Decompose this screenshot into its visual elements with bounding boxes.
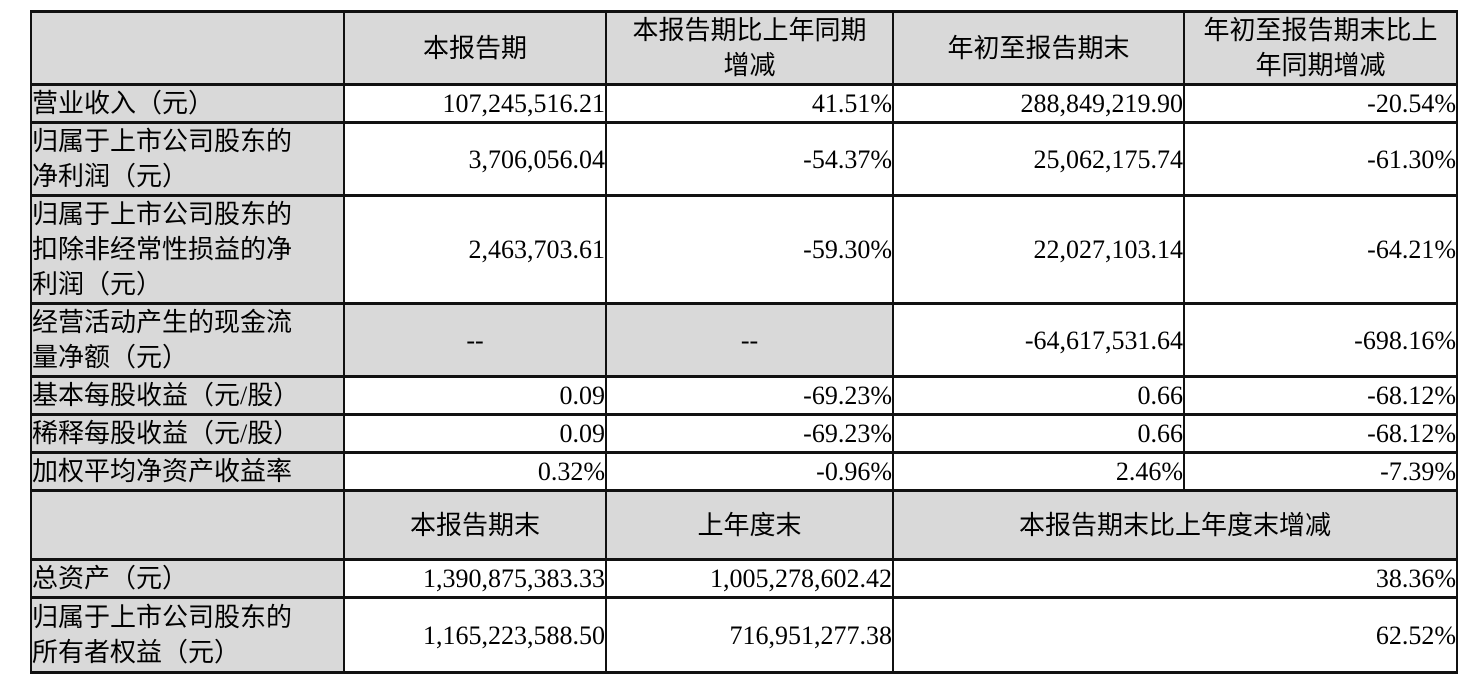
cell-ytd: 25,062,175.74 [892, 121, 1185, 197]
cell-ytd: 0.66 [892, 413, 1185, 454]
row-net-profit-excl-nonrecurring: 归属于上市公司股东的 扣除非经常性损益的净 利润（元） 2,463,703.61… [30, 194, 1458, 305]
cell-current: 3,706,056.04 [343, 121, 607, 197]
cell-yoy: -69.23% [605, 375, 894, 416]
header-cell-period-end: 本报告期末 [343, 489, 607, 561]
cell-yoy: -69.23% [605, 413, 894, 454]
header-cell-current-period: 本报告期 [343, 10, 607, 86]
row-label: 经营活动产生的现金流 量净额（元） [30, 302, 345, 378]
row-label: 稀释每股收益（元/股） [30, 413, 345, 454]
header-cell-blank [30, 489, 345, 561]
cell-ytd-yoy: -68.12% [1183, 375, 1458, 416]
header-cell-yoy-change: 本报告期比上年同期 增减 [605, 10, 894, 86]
cell-prior-year-end: 1,005,278,602.42 [605, 558, 894, 599]
row-operating-cash-flow: 经营活动产生的现金流 量净额（元） -- -- -64,617,531.64 -… [30, 302, 1458, 378]
cell-ytd-yoy: -61.30% [1183, 121, 1458, 197]
cell-current: 2,463,703.61 [343, 194, 607, 305]
cell-ytd: 22,027,103.14 [892, 194, 1185, 305]
header-cell-ytd-yoy-change: 年初至报告期末比上 年同期增减 [1183, 10, 1458, 86]
cell-yoy: -59.30% [605, 194, 894, 305]
cell-current: 0.09 [343, 375, 607, 416]
row-label: 归属于上市公司股东的 扣除非经常性损益的净 利润（元） [30, 194, 345, 305]
cell-change: 62.52% [892, 596, 1458, 674]
cell-ytd-yoy: -64.21% [1183, 194, 1458, 305]
cell-change: 38.36% [892, 558, 1458, 599]
header-row-period: 本报告期 本报告期比上年同期 增减 年初至报告期末 年初至报告期末比上 年同期增… [30, 10, 1458, 86]
row-diluted-eps: 稀释每股收益（元/股） 0.09 -69.23% 0.66 -68.12% [30, 413, 1458, 454]
cell-ytd-yoy: -68.12% [1183, 413, 1458, 454]
row-owners-equity: 归属于上市公司股东的 所有者权益（元） 1,165,223,588.50 716… [30, 596, 1458, 674]
cell-current: 0.09 [343, 413, 607, 454]
row-operating-revenue: 营业收入（元） 107,245,516.21 41.51% 288,849,21… [30, 83, 1458, 124]
header-cell-period-end-change: 本报告期末比上年度末增减 [892, 489, 1458, 561]
cell-yoy: 41.51% [605, 83, 894, 124]
row-label: 加权平均净资产收益率 [30, 451, 345, 492]
cell-current-na: -- [343, 302, 607, 378]
financial-summary-table: 本报告期 本报告期比上年同期 增减 年初至报告期末 年初至报告期末比上 年同期增… [30, 10, 1458, 674]
cell-ytd-yoy: -7.39% [1183, 451, 1458, 492]
cell-ytd: -64,617,531.64 [892, 302, 1185, 378]
cell-ytd-yoy: -20.54% [1183, 83, 1458, 124]
header-row-period-end: 本报告期末 上年度末 本报告期末比上年度末增减 [30, 489, 1458, 561]
row-label: 总资产（元） [30, 558, 345, 599]
cell-ytd: 2.46% [892, 451, 1185, 492]
row-net-profit: 归属于上市公司股东的 净利润（元） 3,706,056.04 -54.37% 2… [30, 121, 1458, 197]
cell-yoy: -0.96% [605, 451, 894, 492]
row-label: 归属于上市公司股东的 净利润（元） [30, 121, 345, 197]
cell-ytd: 288,849,219.90 [892, 83, 1185, 124]
row-label: 营业收入（元） [30, 83, 345, 124]
cell-ytd-yoy: -698.16% [1183, 302, 1458, 378]
header-cell-ytd: 年初至报告期末 [892, 10, 1185, 86]
row-total-assets: 总资产（元） 1,390,875,383.33 1,005,278,602.42… [30, 558, 1458, 599]
cell-period-end: 1,390,875,383.33 [343, 558, 607, 599]
cell-current: 0.32% [343, 451, 607, 492]
cell-ytd: 0.66 [892, 375, 1185, 416]
row-label: 归属于上市公司股东的 所有者权益（元） [30, 596, 345, 674]
cell-yoy-na: -- [605, 302, 894, 378]
row-weighted-avg-roe: 加权平均净资产收益率 0.32% -0.96% 2.46% -7.39% [30, 451, 1458, 492]
cell-period-end: 1,165,223,588.50 [343, 596, 607, 674]
row-basic-eps: 基本每股收益（元/股） 0.09 -69.23% 0.66 -68.12% [30, 375, 1458, 416]
header-cell-prior-year-end: 上年度末 [605, 489, 894, 561]
cell-current: 107,245,516.21 [343, 83, 607, 124]
cell-yoy: -54.37% [605, 121, 894, 197]
row-label: 基本每股收益（元/股） [30, 375, 345, 416]
header-cell-blank [30, 10, 345, 86]
cell-prior-year-end: 716,951,277.38 [605, 596, 894, 674]
